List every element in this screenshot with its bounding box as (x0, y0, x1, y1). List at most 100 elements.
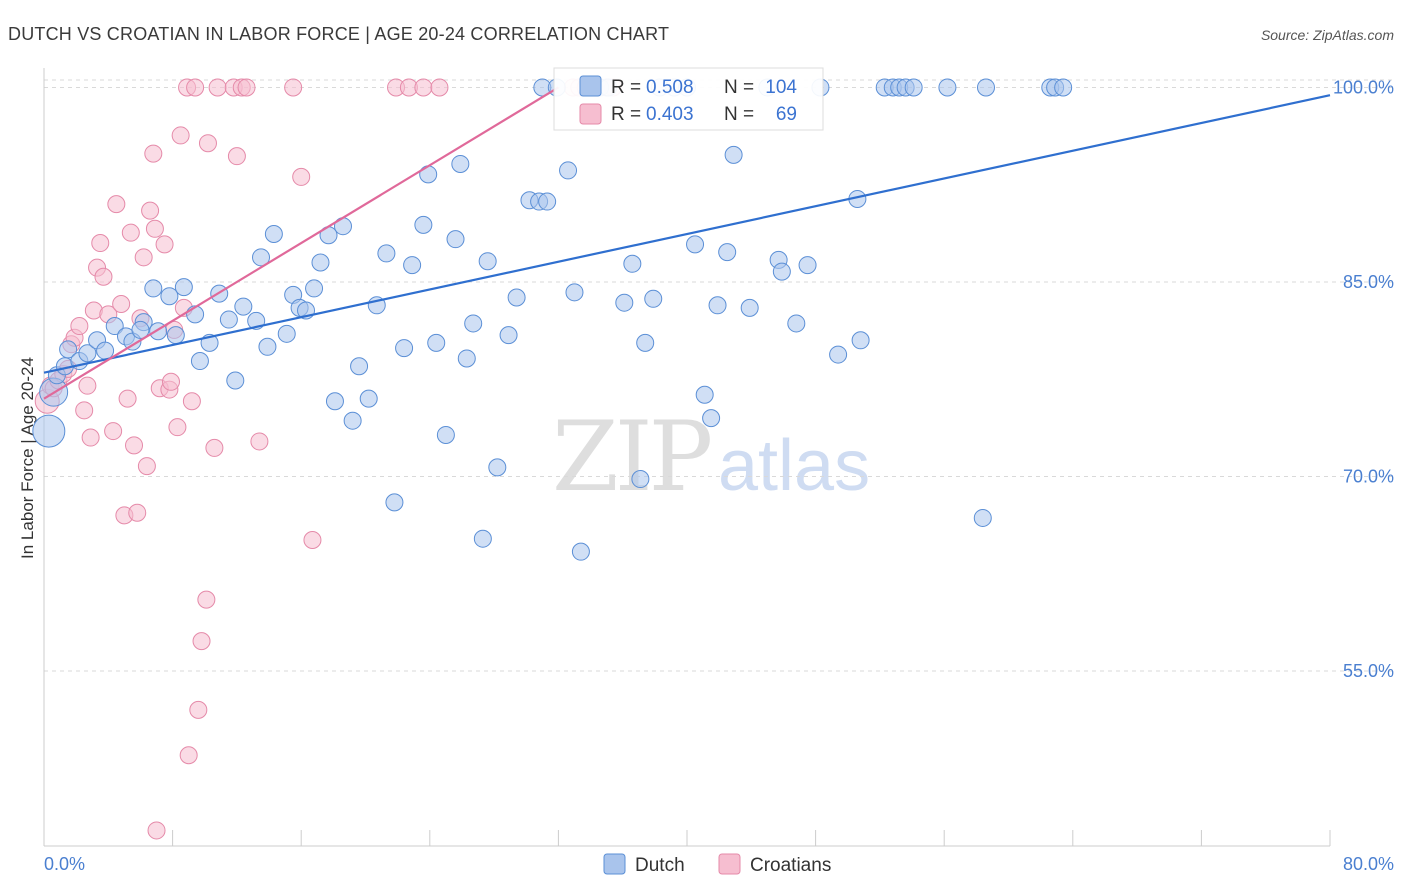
legend-croatians-swatch (718, 853, 741, 875)
dutch-r-value: 0.508 (646, 77, 694, 98)
dutch-point (131, 320, 150, 339)
dutch-point (724, 145, 743, 164)
croatians-point (137, 457, 156, 476)
y-tick-label: 55.0% (1343, 661, 1394, 681)
dutch-point (488, 458, 507, 477)
croatians-point (104, 422, 123, 441)
croatians-point (250, 432, 269, 451)
dutch-point (702, 409, 721, 428)
croatians-point (107, 195, 126, 214)
dutch-point (686, 235, 705, 254)
dutch-point (166, 326, 185, 345)
y-tick-label: 70.0% (1343, 466, 1394, 486)
dutch-point (740, 298, 759, 317)
croatians-point (303, 530, 322, 549)
croatians-point (171, 126, 190, 145)
dutch-n-value: 104 (765, 77, 797, 98)
y-tick-labels: 100.0% 85.0% 70.0% 55.0% (1333, 77, 1394, 681)
dutch-point (395, 339, 414, 358)
dutch-point (565, 283, 584, 302)
croatians-point (205, 438, 224, 457)
dutch-point (258, 337, 277, 356)
chart-title: DUTCH VS CROATIAN IN LABOR FORCE | AGE 2… (8, 24, 669, 44)
croatians-point (75, 401, 94, 420)
dutch-point (976, 78, 995, 97)
dutch-point (350, 357, 369, 376)
croatians-point (128, 503, 147, 522)
croatians-point (81, 428, 100, 447)
y-tick-label: 100.0% (1333, 77, 1394, 97)
croatians-point (141, 201, 160, 220)
croatians-swatch (579, 103, 602, 125)
croatians-point (182, 392, 201, 411)
dutch-point (160, 287, 179, 306)
croatians-point (70, 317, 89, 336)
y-axis-label: In Labor Force | Age 20-24 (18, 357, 37, 559)
axes (43, 68, 1331, 847)
croatians-point (94, 267, 113, 286)
croatians-point (197, 590, 216, 609)
croatians-point (118, 389, 137, 408)
x-tick-min: 0.0% (44, 854, 85, 874)
dutch-point (1054, 78, 1073, 97)
croatians-point (125, 436, 144, 455)
y-tick-label: 85.0% (1343, 272, 1394, 292)
dutch-point (695, 385, 714, 404)
croatians-point (430, 78, 449, 97)
dutch-swatch (579, 75, 602, 97)
croatians-point (192, 632, 211, 651)
stats-legend: R = 0.508 N = 104 R = 0.403 N = 69 (553, 67, 824, 131)
croatians-point (161, 372, 180, 391)
croatians-point (237, 78, 256, 97)
croatians-point (78, 376, 97, 395)
croatians-point (208, 78, 227, 97)
dutch-point (190, 352, 209, 371)
dutch-point (403, 256, 422, 275)
croatians-point (292, 167, 311, 186)
watermark: ZIP atlas (552, 401, 870, 513)
croatians-point (284, 78, 303, 97)
dutch-point (144, 279, 163, 298)
croatians-point (179, 746, 198, 765)
croatians-point (414, 78, 433, 97)
croatians-r-value: 0.403 (646, 104, 694, 125)
watermark-zip: ZIP (552, 401, 711, 513)
dutch-point (798, 256, 817, 275)
dutch-point (464, 314, 483, 333)
dutch-point (252, 248, 271, 267)
legend-croatians-label: Croatians (750, 855, 831, 876)
croatians-trend-line (43, 86, 559, 400)
dutch-point (78, 344, 97, 363)
dutch-point (219, 310, 238, 329)
dutch-point (904, 78, 923, 97)
dutch-point (174, 278, 193, 297)
dutch-point (623, 254, 642, 273)
dutch-point (59, 340, 78, 359)
dutch-point (559, 161, 578, 180)
dutch-point (359, 389, 378, 408)
dutch-point (636, 333, 655, 352)
dutch-point (829, 345, 848, 364)
dutch-point (451, 154, 470, 173)
dutch-point (718, 243, 737, 262)
croatians-n-value: 69 (776, 104, 797, 125)
croatians-point (112, 294, 131, 313)
dutch-point (325, 392, 344, 411)
croatians-point (198, 134, 217, 153)
croatians-r-label: R = (611, 104, 641, 125)
dutch-point (377, 244, 396, 263)
dutch-point (105, 317, 124, 336)
croatians-point (168, 418, 187, 437)
croatians-point (186, 78, 205, 97)
croatians-point (147, 821, 166, 840)
dutch-point (507, 288, 526, 307)
dutch-point (708, 296, 727, 315)
dutch-point (938, 78, 957, 97)
dutch-point (385, 493, 404, 512)
croatians-point (121, 223, 140, 242)
dutch-point (851, 331, 870, 350)
watermark-atlas: atlas (718, 426, 870, 506)
legend-dutch-swatch (603, 853, 626, 875)
croatians-point (134, 248, 153, 267)
dutch-r-label: R = (611, 77, 641, 98)
